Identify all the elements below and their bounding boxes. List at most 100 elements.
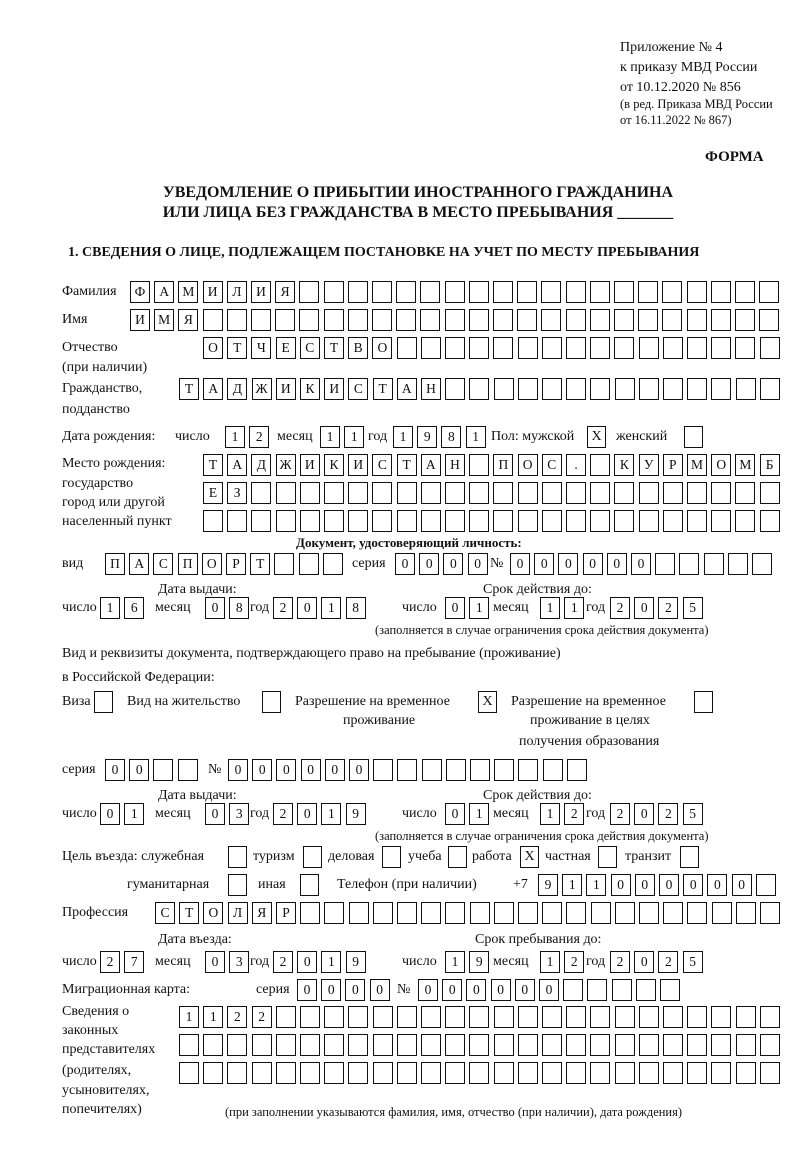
char-cell[interactable]: [710, 281, 731, 303]
char-cell[interactable]: [275, 1062, 296, 1084]
char-cell[interactable]: 0: [634, 874, 655, 896]
char-cell[interactable]: 0: [707, 874, 728, 896]
char-cell[interactable]: Р: [662, 454, 683, 476]
char-cell[interactable]: [396, 1034, 417, 1056]
char-cell[interactable]: [202, 309, 223, 331]
char-cell[interactable]: [299, 482, 320, 504]
char-cell[interactable]: 1: [586, 874, 607, 896]
char-cell[interactable]: [663, 902, 684, 924]
char-cell[interactable]: [663, 378, 683, 400]
char-cell[interactable]: 0: [510, 553, 530, 575]
char-cell[interactable]: [299, 309, 320, 331]
char-cell[interactable]: [566, 1062, 587, 1084]
char-cell[interactable]: [679, 553, 700, 575]
char-cell[interactable]: 5: [682, 951, 703, 973]
char-cell[interactable]: [760, 902, 780, 924]
char-cell[interactable]: В: [348, 337, 369, 359]
char-cell[interactable]: [179, 1034, 199, 1056]
char-cell[interactable]: [687, 902, 708, 924]
purpose-work-checkbox[interactable]: X: [520, 846, 539, 868]
char-cell[interactable]: И: [202, 281, 223, 303]
char-cell[interactable]: 2: [658, 951, 679, 973]
char-cell[interactable]: О: [201, 553, 222, 575]
char-cell[interactable]: 0: [205, 597, 225, 619]
char-cell[interactable]: 3: [229, 803, 250, 825]
char-cell[interactable]: [493, 378, 514, 400]
char-cell[interactable]: [517, 510, 538, 532]
char-cell[interactable]: Т: [324, 337, 344, 359]
char-cell[interactable]: 0: [606, 553, 627, 575]
char-cell[interactable]: 0: [324, 759, 345, 781]
char-cell[interactable]: 0: [634, 597, 655, 619]
char-cell[interactable]: [614, 1006, 635, 1028]
char-cell[interactable]: [735, 378, 756, 400]
char-cell[interactable]: [397, 759, 418, 781]
char-cell[interactable]: С: [372, 454, 393, 476]
char-cell[interactable]: [275, 1006, 296, 1028]
char-cell[interactable]: [590, 510, 611, 532]
char-cell[interactable]: [445, 510, 465, 532]
char-cell[interactable]: 0: [345, 979, 366, 1001]
char-cell[interactable]: [587, 979, 608, 1001]
char-cell[interactable]: [469, 378, 490, 400]
char-cell[interactable]: [469, 902, 490, 924]
char-cell[interactable]: [759, 281, 780, 303]
char-cell[interactable]: 2: [610, 951, 630, 973]
char-cell[interactable]: [590, 482, 611, 504]
char-cell[interactable]: [735, 1034, 756, 1056]
char-cell[interactable]: [203, 1034, 224, 1056]
char-cell[interactable]: 1: [393, 426, 413, 448]
char-cell[interactable]: [323, 281, 344, 303]
char-cell[interactable]: [687, 1034, 708, 1056]
char-cell[interactable]: [274, 553, 295, 575]
char-cell[interactable]: Л: [226, 281, 247, 303]
char-cell[interactable]: 0: [297, 979, 317, 1001]
char-cell[interactable]: [518, 759, 539, 781]
char-cell[interactable]: [711, 337, 732, 359]
char-cell[interactable]: 0: [731, 874, 752, 896]
char-cell[interactable]: Д: [251, 454, 272, 476]
char-cell[interactable]: [445, 482, 465, 504]
char-cell[interactable]: [611, 979, 632, 1001]
char-cell[interactable]: [711, 1062, 732, 1084]
char-cell[interactable]: С: [299, 337, 320, 359]
char-cell[interactable]: 1: [469, 803, 490, 825]
char-cell[interactable]: [638, 510, 659, 532]
char-cell[interactable]: 1: [124, 803, 145, 825]
char-cell[interactable]: М: [154, 309, 175, 331]
char-cell[interactable]: [179, 1062, 199, 1084]
char-cell[interactable]: [614, 482, 635, 504]
char-cell[interactable]: [469, 1006, 490, 1028]
char-cell[interactable]: [662, 281, 683, 303]
char-cell[interactable]: [420, 482, 441, 504]
char-cell[interactable]: 0: [276, 759, 297, 781]
char-cell[interactable]: [541, 510, 562, 532]
char-cell[interactable]: [590, 1006, 611, 1028]
purpose-official-checkbox[interactable]: [228, 846, 247, 868]
char-cell[interactable]: 0: [419, 553, 440, 575]
char-cell[interactable]: [275, 482, 296, 504]
char-cell[interactable]: [494, 759, 515, 781]
char-cell[interactable]: [566, 510, 586, 532]
char-cell[interactable]: К: [300, 378, 320, 400]
char-cell[interactable]: Т: [372, 378, 393, 400]
char-cell[interactable]: [687, 1062, 708, 1084]
char-cell[interactable]: [298, 553, 319, 575]
char-cell[interactable]: [421, 1062, 441, 1084]
char-cell[interactable]: [655, 553, 676, 575]
char-cell[interactable]: [372, 281, 392, 303]
char-cell[interactable]: [614, 378, 635, 400]
char-cell[interactable]: [711, 1034, 732, 1056]
char-cell[interactable]: 1: [321, 597, 342, 619]
char-cell[interactable]: [299, 281, 320, 303]
char-cell[interactable]: [324, 1034, 345, 1056]
char-cell[interactable]: [420, 510, 441, 532]
char-cell[interactable]: 0: [205, 803, 225, 825]
char-cell[interactable]: [203, 510, 223, 532]
char-cell[interactable]: Ч: [251, 337, 272, 359]
char-cell[interactable]: Ф: [130, 281, 150, 303]
char-cell[interactable]: С: [153, 553, 174, 575]
char-cell[interactable]: [542, 1034, 562, 1056]
char-cell[interactable]: [735, 337, 756, 359]
char-cell[interactable]: 0: [297, 803, 318, 825]
